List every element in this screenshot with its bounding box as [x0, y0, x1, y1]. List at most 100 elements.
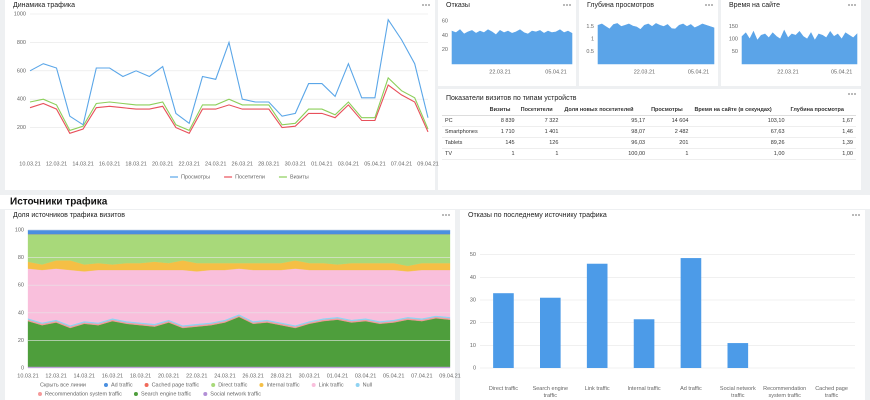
bar [493, 293, 514, 368]
legend-marker [311, 383, 316, 387]
legend-item[interactable]: Direct traffic [211, 382, 248, 388]
legend-label: Link traffic [319, 382, 344, 388]
x-tick-label: 05.04.21 [545, 69, 566, 75]
table-cell: 1,00 [787, 148, 856, 160]
table-cell: 201 [648, 137, 692, 149]
table-header-cell: Просмотры [648, 105, 692, 116]
x-tick-label: 20.03.21 [152, 161, 173, 167]
bar [727, 343, 749, 368]
menu-icon [851, 4, 853, 6]
menu-icon [445, 214, 447, 216]
y-tick-label: 60 [18, 283, 24, 289]
x-tick-label: 10.03.21 [17, 373, 38, 379]
table-cell: 96,03 [561, 137, 649, 149]
legend-item[interactable]: Search engine traffic [133, 391, 192, 397]
hide-all-lines[interactable]: Скрыть все линии [40, 382, 86, 388]
y-tick-label: 20 [470, 320, 476, 326]
x-tick-label: Internal traffic [627, 386, 661, 392]
menu-icon [858, 214, 860, 216]
x-tick-label: 10.03.21 [19, 161, 40, 167]
legend-marker [144, 383, 149, 387]
table-cell: TV [442, 148, 487, 160]
chart-title: Доля источников трафика визитов [13, 212, 125, 219]
y-tick-label: 80 [18, 255, 24, 261]
table-header-cell: Глубина просмотра [787, 105, 856, 116]
table-cell: 8 839 [486, 115, 518, 127]
x-tick-label: 05.04.21 [688, 69, 709, 75]
table-cell: 1,00 [691, 148, 788, 160]
table-cell: 103,10 [691, 115, 788, 127]
legend-label: Social network traffic [210, 391, 261, 397]
legend-item[interactable]: Link traffic [311, 382, 344, 388]
x-tick-label: 09.04.21 [417, 161, 438, 167]
y-tick-label: 800 [17, 40, 26, 46]
legend-marker [103, 383, 108, 387]
table-body: PC 8 839 7 322 95,17 14 604 103,10 1,67 Smartph… [442, 115, 856, 160]
y-tick-label: 200 [17, 125, 26, 131]
table-cell: 67,63 [691, 126, 788, 138]
x-tick-label: 09.04.21 [439, 373, 460, 379]
table-cell: 95,17 [561, 115, 649, 127]
y-tick-label: 50 [732, 49, 738, 55]
legend-item[interactable]: Null [355, 382, 372, 388]
legend-item[interactable]: Social network traffic [203, 391, 261, 397]
table-cell: 145 [486, 137, 518, 149]
table-cell: 14 604 [648, 115, 692, 127]
x-tick-label: Cached page traffic [815, 386, 848, 399]
x-tick-label: 16.03.21 [99, 161, 120, 167]
legend-item[interactable]: Internal traffic [259, 382, 300, 388]
legend-item[interactable]: Cached page traffic [144, 382, 200, 388]
x-tick-label: 03.04.21 [355, 373, 376, 379]
legend-item[interactable]: Recommendation system traffic [38, 391, 122, 397]
x-tick-label: 05.04.21 [383, 373, 404, 379]
x-tick-label: 28.03.21 [258, 161, 279, 167]
table-cell: 89,26 [691, 137, 788, 149]
stacked-area-series [27, 229, 451, 235]
x-tick-label: 24.03.21 [205, 161, 226, 167]
area-series [741, 29, 858, 65]
line-series [29, 18, 429, 126]
table-header-row: Визиты Посетители Доля новых посетителей… [442, 105, 856, 116]
menu-icon [705, 4, 707, 6]
y-tick-label: 0 [21, 365, 24, 371]
table-cell: 1 401 [517, 126, 562, 138]
x-tick-label: 26.03.21 [242, 373, 263, 379]
x-tick-label: Search engine traffic [532, 386, 569, 399]
section-header-bg [0, 195, 870, 209]
bar [633, 319, 655, 368]
legend-label: Direct traffic [218, 382, 247, 388]
y-tick-label: 400 [17, 97, 26, 103]
legend-label: Визиты [290, 174, 309, 180]
x-tick-label: 14.03.21 [74, 373, 95, 379]
x-tick-label: 03.04.21 [338, 161, 359, 167]
menu-icon [854, 93, 856, 95]
y-tick-label: 1 [591, 36, 594, 42]
x-tick-label: 22.03.21 [634, 69, 655, 75]
legend-label: Cached page traffic [152, 382, 200, 388]
section-title: Источники трафика [10, 196, 108, 208]
menu-icon [425, 4, 427, 6]
x-tick-label: 01.04.21 [327, 373, 348, 379]
x-tick-label: Direct traffic [488, 386, 519, 392]
legend-marker [203, 392, 208, 396]
table-cell: 1 [517, 148, 562, 160]
legend-marker [133, 392, 138, 396]
table-cell: Smartphones [442, 126, 487, 138]
legend-label: Search engine traffic [141, 391, 192, 397]
y-tick-label: 600 [17, 68, 26, 74]
x-tick-label: 24.03.21 [214, 373, 235, 379]
x-tick-label: 26.03.21 [232, 161, 253, 167]
legend-marker [211, 383, 216, 387]
chart-title: Время на сайте [729, 1, 780, 9]
legend-item[interactable]: Ad traffic [103, 382, 133, 388]
line-series [29, 76, 429, 132]
table-title: Показатели визитов по типам устройств [446, 94, 577, 102]
table-cell: 1 [486, 148, 518, 160]
legend-label: Internal traffic [266, 382, 299, 388]
menu-icon [569, 4, 571, 6]
table-header-cell [442, 105, 487, 116]
y-tick-label: 20 [442, 47, 448, 53]
y-tick-label: 1000 [14, 11, 26, 17]
table-cell: 100,00 [561, 148, 649, 160]
line-series [29, 84, 429, 135]
